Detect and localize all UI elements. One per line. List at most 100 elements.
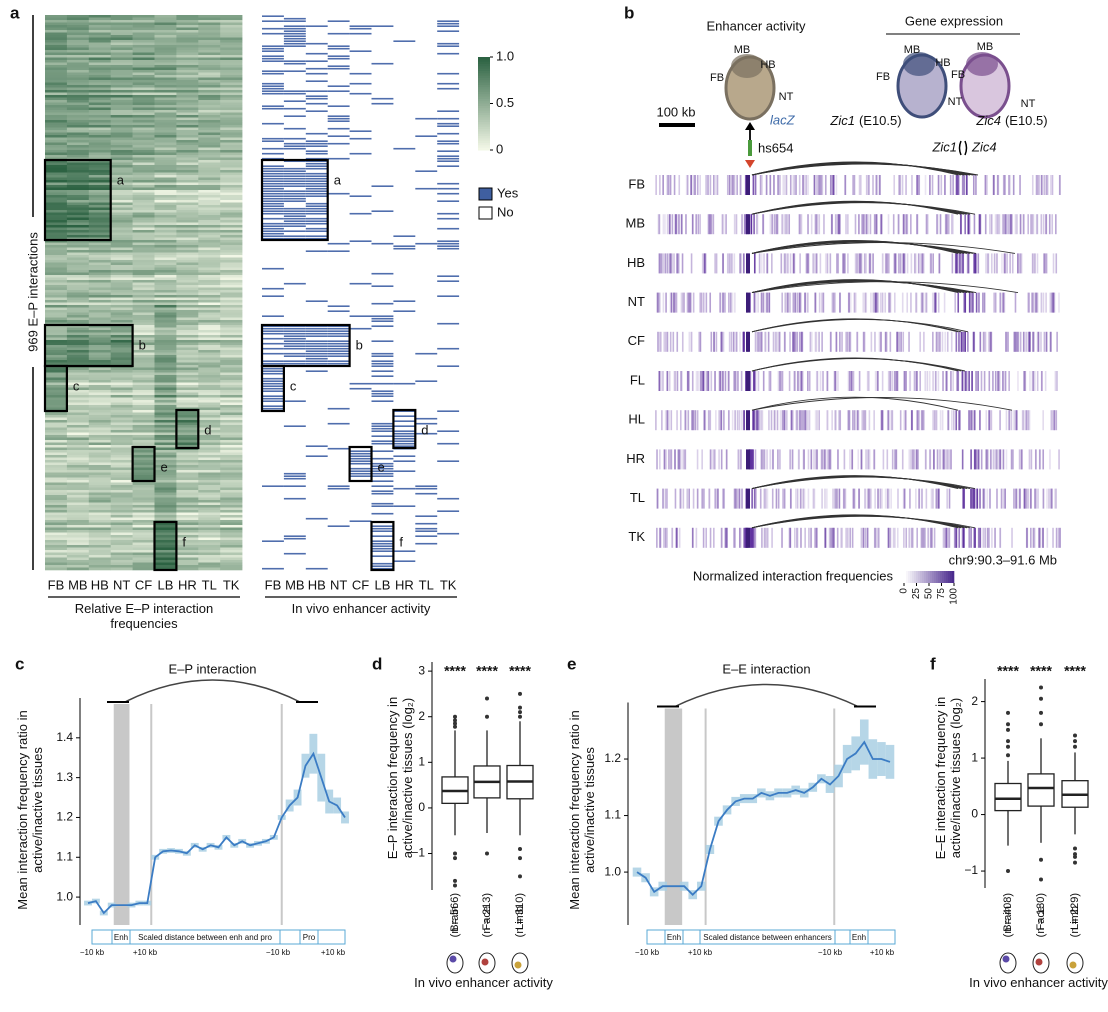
heatmap-cell: [132, 290, 155, 293]
track-bin: [916, 175, 919, 195]
activity-cell: [371, 355, 394, 357]
heatmap-cell: [220, 87, 243, 91]
track-bin: [766, 488, 769, 509]
heatmap-cell: [88, 310, 111, 313]
heatmap-cell: [176, 175, 199, 178]
activity-cell: [262, 20, 284, 22]
activity-cell: [371, 567, 394, 570]
track-bin: [818, 331, 820, 352]
heatmap-cell: [220, 495, 243, 498]
heatmap-cell: [220, 315, 243, 318]
activity-cell: [327, 345, 350, 347]
heatmap-cell: [88, 137, 111, 141]
track-bin: [766, 292, 769, 313]
heatmap-cell: [132, 192, 155, 196]
heatmap-cell: [198, 345, 221, 348]
heatmap-cell: [66, 332, 90, 336]
confidence-band: [632, 867, 642, 877]
heatmap-cell: [198, 77, 221, 81]
heatmap-cell: [45, 232, 68, 236]
heatmap-cell: [132, 260, 155, 263]
track-bin: [1008, 410, 1010, 431]
heatmap-cell: [45, 387, 68, 391]
track-bin: [662, 488, 664, 509]
track-bin: [826, 410, 828, 431]
activity-cell: [371, 462, 394, 465]
heatmap-cell: [198, 160, 221, 163]
heatmap-cell: [132, 20, 155, 23]
heatmap-cell: [154, 355, 177, 358]
track-bin: [740, 253, 743, 274]
heatmap-cell: [110, 100, 133, 103]
heatmap-cell: [110, 222, 133, 226]
track-bin: [757, 371, 760, 391]
heatmap-cell: [154, 70, 177, 73]
track-bin: [893, 253, 895, 274]
heatmap-cell: [66, 95, 90, 98]
heatmap-cell: [132, 332, 155, 336]
activity-cell: [371, 472, 394, 475]
track-bin: [750, 449, 752, 470]
heatmap-cell: [88, 515, 111, 518]
heatmap-cell: [110, 240, 133, 243]
heatmap-cell: [154, 235, 177, 238]
track-bin: [832, 175, 834, 195]
activity-cell: [349, 460, 372, 462]
track-bin: [664, 488, 667, 509]
track-bin: [1004, 214, 1007, 235]
heatmap-cell: [176, 40, 199, 43]
heatmap-cell: [45, 102, 68, 106]
track-bin: [911, 449, 914, 470]
heatmap-cell: [176, 172, 199, 176]
activity-cell: [327, 332, 350, 335]
activity-cell: [262, 400, 284, 402]
activity-cell: [393, 505, 416, 507]
heatmap-cell: [198, 60, 221, 63]
track-bin: [810, 449, 812, 470]
heatmap-cell: [220, 512, 243, 516]
track-bin: [921, 253, 923, 274]
heatmap-cell: [198, 227, 221, 231]
heatmap-cell: [45, 505, 68, 508]
track-bin: [673, 175, 676, 195]
heatmap-cell: [45, 485, 68, 488]
heatmap-cell: [45, 377, 68, 381]
track-bin: [1053, 292, 1055, 313]
heatmap-cell: [66, 85, 90, 88]
track-bin: [832, 527, 835, 548]
track-bin: [756, 410, 758, 431]
outlier: [1039, 722, 1043, 727]
heatmap-cell: [132, 202, 155, 206]
track-bin: [855, 292, 857, 313]
heatmap-cell: [132, 27, 155, 31]
outlier: [1039, 710, 1043, 715]
track-bin: [834, 292, 837, 313]
track-bin: [942, 527, 945, 548]
heatmap-cell: [132, 67, 155, 71]
heatmap-cell: [176, 432, 199, 436]
track-bin: [872, 175, 874, 195]
enhancer-region: [664, 708, 683, 925]
heatmap-cell: [110, 555, 133, 558]
track-bin: [709, 410, 712, 431]
track-bin: [860, 175, 862, 195]
cluster-label: b: [356, 337, 363, 352]
activity-cell: [393, 247, 416, 250]
track-bin: [715, 253, 718, 274]
heatmap-cell: [110, 65, 133, 68]
heatmap-cell: [110, 205, 133, 208]
category-label-line: (n = 408): [1002, 893, 1014, 937]
track-bin: [781, 527, 783, 548]
heatmap-cell: [154, 532, 177, 536]
heatmap-cell: [66, 105, 90, 108]
heatmap-cell: [66, 120, 90, 123]
embryo-head: [903, 52, 935, 76]
track-bin: [1027, 410, 1029, 431]
heatmap-cell: [154, 290, 177, 293]
activity-cell: [305, 357, 328, 360]
track-bin: [1053, 292, 1056, 313]
activity-cell: [283, 107, 306, 110]
track-bin: [997, 214, 1000, 235]
track-bin: [944, 175, 946, 195]
heatmap-cell: [66, 35, 90, 38]
